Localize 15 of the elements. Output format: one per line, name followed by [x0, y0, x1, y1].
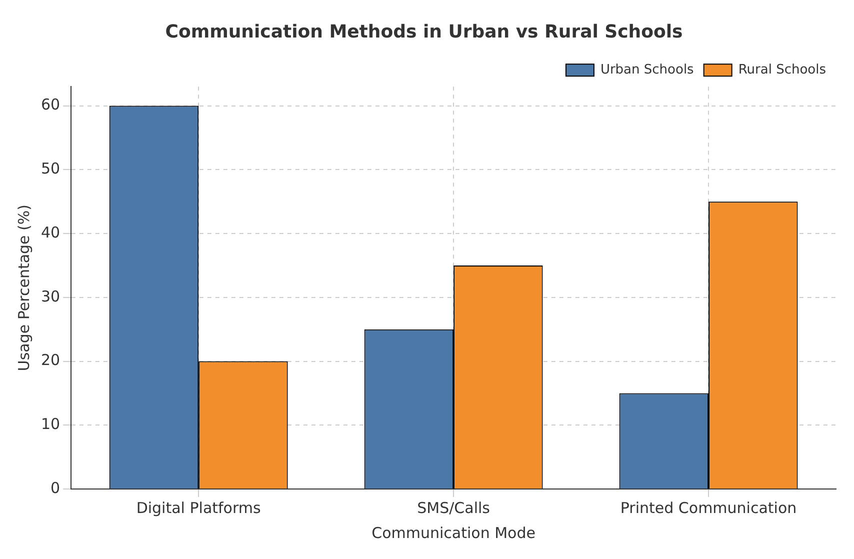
y-tick-label: 20	[40, 351, 60, 370]
x-tick-label: Digital Platforms	[136, 498, 261, 517]
x-tick-label: SMS/Calls	[417, 498, 490, 517]
y-axis-title: Usage Percentage (%)	[14, 204, 33, 372]
y-tick-label: 10	[40, 415, 60, 434]
legend-label: Rural Schools	[738, 62, 826, 78]
legend-label: Urban Schools	[600, 62, 694, 78]
y-tick-label: 50	[40, 160, 60, 178]
y-tick-label: 40	[40, 223, 60, 242]
y-tick-label: 60	[40, 96, 60, 114]
y-tick-label: 30	[40, 287, 60, 306]
x-tick-label: Printed Communication	[620, 498, 797, 517]
chart-title: Communication Methods in Urban vs Rural Schools	[165, 21, 683, 42]
x-axis-title: Communication Mode	[372, 524, 536, 542]
y-tick-label: 0	[50, 478, 60, 497]
